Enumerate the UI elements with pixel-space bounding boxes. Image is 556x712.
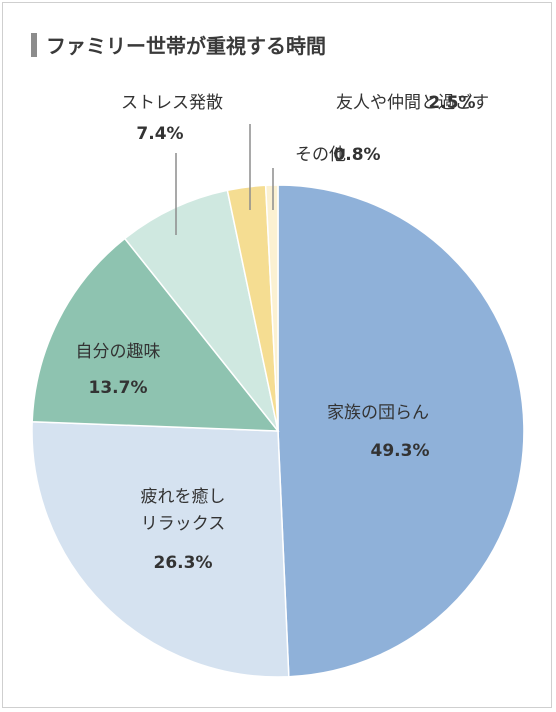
- slice-3-value-label: 13.7%: [89, 378, 148, 398]
- pie-slices: [31, 184, 525, 678]
- slice-4-value-label: 7.4%: [136, 124, 183, 144]
- chart-title: ファミリー世帯が重視する時間: [46, 34, 326, 58]
- slice-4-label: ストレス発散: [121, 93, 223, 113]
- slice-1-value-label: 49.3%: [371, 441, 430, 461]
- leader-lines: [175, 124, 274, 235]
- slice-2-label-line-2: リラックス: [141, 514, 226, 534]
- slice-2-value-label: 26.3%: [154, 553, 213, 573]
- slice-5-label: 友人や仲間と過ごす: [336, 93, 489, 113]
- slice-1-wedge: [277, 184, 525, 678]
- slice-2-label-line-1: 疲れを癒し: [141, 487, 226, 507]
- title-accent-bar: [31, 33, 37, 57]
- slice-3-wedge: [31, 237, 280, 432]
- slice-2-wedge: [31, 420, 290, 678]
- slice-6-label: その他: [295, 145, 346, 165]
- slice-1-label: 家族の団らん: [327, 403, 429, 423]
- slice-6-wedge: [264, 184, 279, 432]
- slice-5-value-label: 2.5%: [428, 93, 475, 113]
- slice-3-label: 自分の趣味: [76, 342, 161, 362]
- slice-6-value-label: 0.8%: [333, 145, 380, 165]
